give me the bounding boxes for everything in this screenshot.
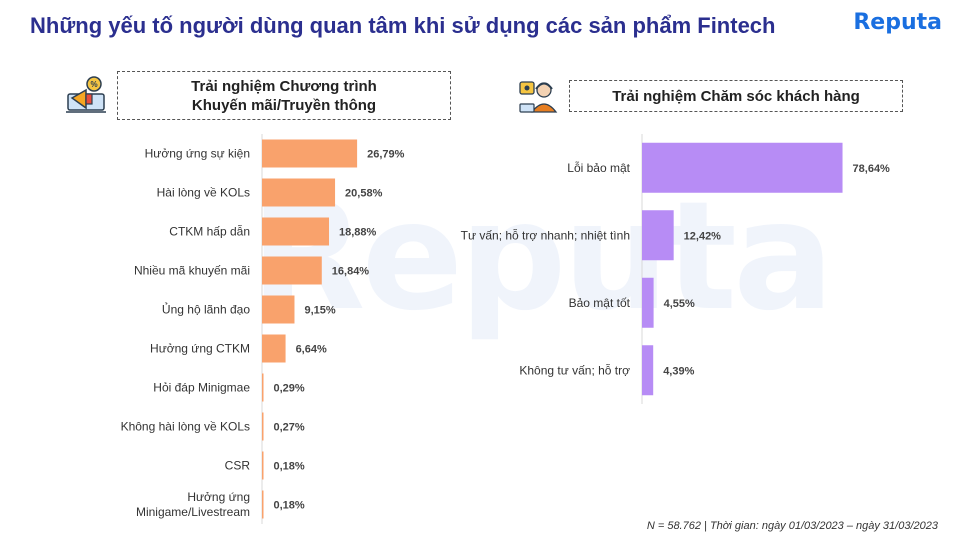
left-category-label: Ủng hộ lãnh đạo: [162, 302, 250, 317]
right-value-label: 4,55%: [664, 298, 695, 310]
page-title: Những yếu tố người dùng quan tâm khi sử …: [30, 13, 776, 38]
left-heading-line2: Khuyến mãi/Truyền thông: [191, 96, 377, 114]
right-value-label: 4,39%: [663, 365, 694, 377]
left-value-label: 20,58%: [345, 188, 383, 200]
left-bar: [262, 178, 336, 207]
right-heading-text: Trải nghiệm Chăm sóc khách hàng: [612, 87, 860, 105]
left-heading-line1: Trải nghiệm Chương trình: [191, 77, 377, 95]
left-category-label: CTKM hấp dẫn: [169, 224, 250, 239]
customer-support-agent-icon: [519, 81, 558, 113]
logo-text: Reputa: [853, 10, 942, 35]
left-category-label: CSR: [225, 459, 251, 473]
left-bar: [262, 295, 295, 324]
left-value-label: 26,79%: [367, 149, 405, 161]
left-category-label: Hỏi đáp Minigmae: [153, 381, 250, 395]
right-bar: [642, 142, 843, 193]
reputa-logo: Reputa: [853, 10, 942, 35]
left-category-label: Hưởng ứng CTKM: [150, 342, 250, 356]
right-category-label: Không tư vấn; hỗ trợ: [519, 362, 630, 377]
right-category-label: Lỗi bảo mật: [567, 160, 630, 175]
left-value-label: 0,18%: [274, 500, 305, 512]
left-category-label: Nhiều mã khuyến mãi: [134, 264, 250, 278]
left-value-label: 9,15%: [304, 305, 335, 317]
left-category-label: Hài lòng về KOLs: [157, 186, 250, 200]
left-value-label: 18,88%: [339, 227, 377, 239]
right-category-label: Tư vấn; hỗ trợ nhanh; nhiệt tình: [461, 227, 630, 242]
right-value-label: 12,42%: [684, 230, 722, 242]
left-bar: [262, 373, 264, 402]
left-bar: [262, 451, 264, 480]
right-bar: [642, 277, 654, 328]
left-value-label: 0,27%: [274, 422, 305, 434]
right-panel-heading: Trải nghiệm Chăm sóc khách hàng: [569, 80, 903, 112]
right-value-label: 78,64%: [853, 163, 891, 175]
left-value-label: 0,18%: [274, 461, 305, 473]
left-value-label: 0,29%: [274, 383, 305, 395]
left-category-label: Hưởng ứng Minigame/Livestream: [136, 490, 250, 519]
left-bar: [262, 139, 358, 168]
left-bar: [262, 217, 330, 246]
right-bar: [642, 210, 674, 261]
left-category-label: Hưởng ứng sự kiện: [145, 147, 250, 161]
footer-note: N = 58.762 | Thời gian: ngày 01/03/2023 …: [646, 520, 938, 532]
left-value-label: 16,84%: [332, 266, 370, 278]
left-bar: [262, 412, 264, 441]
left-bar: [262, 334, 286, 363]
megaphone-promotion-icon: %: [66, 76, 106, 113]
right-bar: [642, 345, 654, 396]
left-category-label: Không hài lòng về KOLs: [121, 420, 250, 434]
left-value-label: 6,64%: [296, 344, 327, 356]
right-category-label: Bảo mật tốt: [569, 296, 631, 310]
svg-text:%: %: [90, 80, 97, 89]
left-panel-heading: Trải nghiệm Chương trình Khuyến mãi/Truy…: [117, 71, 451, 120]
left-bar: [262, 490, 264, 519]
left-bar: [262, 256, 322, 285]
